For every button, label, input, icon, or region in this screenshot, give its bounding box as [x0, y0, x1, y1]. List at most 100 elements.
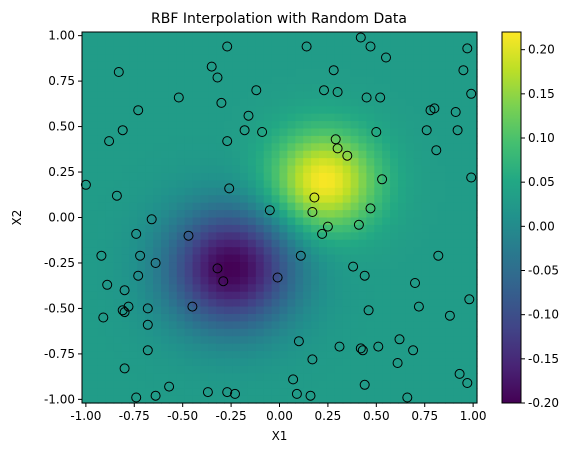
heatmap-cell [113, 239, 123, 248]
data-point [164, 381, 175, 392]
heatmap-cell [390, 395, 399, 404]
heatmap-cell [326, 98, 336, 107]
heatmap-cell [97, 269, 107, 278]
heatmap-cell [326, 224, 336, 233]
heatmap-cell [161, 143, 170, 152]
heatmap-cell [461, 276, 470, 285]
heatmap-cell [398, 202, 407, 211]
heatmap-cell [398, 180, 407, 189]
heatmap-cell [287, 46, 296, 55]
heatmap-cell [287, 202, 296, 211]
heatmap-cell [247, 98, 257, 107]
heatmap-cell [255, 158, 265, 167]
heatmap-cell [421, 32, 431, 41]
heatmap-cell [319, 380, 328, 389]
heatmap-cell [97, 98, 107, 107]
heatmap-cell [311, 276, 320, 285]
heatmap-cell [208, 358, 217, 367]
heatmap-cell [374, 291, 383, 300]
heatmap-cell [311, 239, 320, 248]
heatmap-cell [279, 239, 288, 248]
heatmap-cell [200, 247, 209, 256]
colorbar-tick-label: -0.05 [528, 264, 559, 278]
heatmap-cell [413, 343, 423, 352]
heatmap-cell [350, 247, 360, 256]
heatmap-cell [82, 254, 91, 263]
heatmap-cell [398, 76, 407, 85]
heatmap-cell [319, 299, 328, 308]
heatmap-cell [437, 269, 446, 278]
heatmap-cell [453, 328, 462, 337]
heatmap-cell [113, 373, 123, 382]
heatmap-cell [153, 121, 162, 130]
heatmap-cell [184, 328, 194, 337]
heatmap-cell [390, 210, 399, 219]
heatmap-cell [366, 180, 375, 189]
heatmap-cell [469, 269, 478, 278]
heatmap-cell [350, 165, 360, 174]
heatmap-cell [89, 351, 99, 360]
heatmap-cell [271, 321, 281, 330]
heatmap-cell [366, 187, 375, 196]
heatmap-cell [287, 388, 296, 397]
heatmap-cell [287, 180, 296, 189]
heatmap-cell [176, 373, 186, 382]
heatmap-cell [398, 61, 407, 70]
heatmap-cell [319, 358, 328, 367]
heatmap-cell [153, 284, 162, 293]
heatmap-cell [295, 39, 304, 48]
heatmap-cell [208, 328, 217, 337]
heatmap-cell [382, 39, 391, 48]
heatmap-cell [453, 232, 462, 241]
heatmap-cell [184, 262, 194, 271]
heatmap-cell [121, 395, 130, 404]
heatmap-cell [89, 313, 99, 322]
heatmap-cell [240, 254, 249, 263]
heatmap-cell [271, 343, 281, 352]
heatmap-cell [421, 299, 431, 308]
heatmap-cell [311, 291, 320, 300]
heatmap-cell [334, 113, 344, 122]
heatmap-cell [374, 276, 383, 285]
heatmap-cell [366, 343, 375, 352]
heatmap-cell [255, 217, 265, 226]
heatmap-cell [208, 172, 217, 181]
heatmap-cell [271, 121, 281, 130]
x-tick-label: 0.25 [315, 409, 342, 423]
heatmap-cell [97, 299, 107, 308]
heatmap-cell [271, 388, 281, 397]
heatmap-cell [200, 91, 209, 100]
heatmap-cell [319, 106, 328, 115]
heatmap-cell [224, 76, 233, 85]
heatmap-cell [176, 202, 186, 211]
heatmap-cell [263, 61, 273, 70]
heatmap-cell [192, 269, 202, 278]
heatmap-cell [445, 83, 454, 92]
heatmap-cell [232, 269, 241, 278]
heatmap-cell [176, 76, 186, 85]
heatmap-cell [326, 165, 336, 174]
heatmap-cell [271, 395, 281, 404]
heatmap-cell [303, 113, 312, 122]
heatmap-cell [263, 313, 273, 322]
heatmap-cell [469, 128, 478, 137]
heatmap-cell [398, 269, 407, 278]
heatmap-cell [184, 172, 194, 181]
heatmap-cell [137, 106, 146, 115]
heatmap-cell [303, 239, 312, 248]
data-point [272, 272, 283, 283]
heatmap-cell [287, 254, 296, 263]
heatmap-cell [287, 98, 296, 107]
heatmap-cell [382, 143, 391, 152]
heatmap-cell [247, 202, 257, 211]
heatmap-cell [137, 210, 146, 219]
heatmap-cell [445, 172, 454, 181]
heatmap-cell [121, 365, 130, 374]
heatmap-cell [255, 135, 265, 144]
heatmap-cell [208, 351, 217, 360]
heatmap-cell [342, 321, 352, 330]
heatmap-cell [176, 343, 186, 352]
heatmap-cell [358, 254, 367, 263]
heatmap-cell [232, 262, 241, 271]
heatmap-cell [390, 39, 399, 48]
